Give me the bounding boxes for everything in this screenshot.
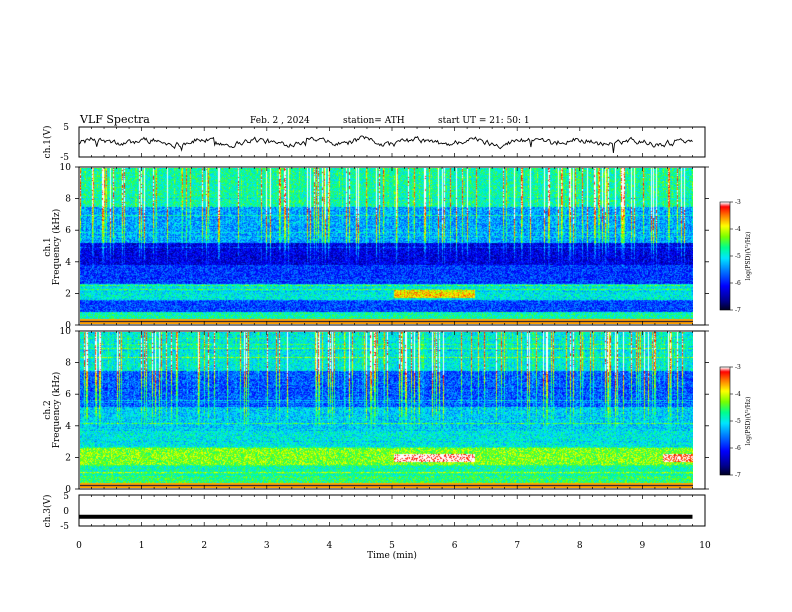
ch2-colorbar-tick-label: -5 xyxy=(735,418,741,425)
ch1-waveform-frame xyxy=(78,126,706,158)
ch1-spectrogram-ytick-label: 4 xyxy=(65,258,71,268)
ch3-waveform-frame xyxy=(78,494,706,527)
ch3-ytick-bottom: -5 xyxy=(60,522,69,532)
ch3-ytick-top: 5 xyxy=(63,492,69,502)
time-tick-label: 6 xyxy=(452,541,458,551)
ch2-spectrogram-ytick-label: 4 xyxy=(65,422,71,432)
date-label: Feb. 2 , 2024 xyxy=(250,116,310,126)
ch1-spectrogram-ytick-label: 10 xyxy=(60,163,72,173)
ch1-colorbar-tick-label: -7 xyxy=(735,307,741,314)
ch1-colorbar xyxy=(720,202,730,310)
ch1-colorbar-tick-label: -3 xyxy=(735,199,741,206)
ch2-colorbar-tick-label: -3 xyxy=(735,364,741,371)
time-tick-label: 10 xyxy=(699,541,711,551)
ch1-ylabel-frequency: Frequency (kHz) xyxy=(51,209,62,286)
time-axis-label: Time (min) xyxy=(367,550,417,561)
ch1-ytick-top: 5 xyxy=(63,123,69,133)
ch2-spectrogram-ytick-label: 8 xyxy=(65,359,71,369)
ch1-spectrogram-ytick-label: 2 xyxy=(65,289,71,299)
time-tick-label: 5 xyxy=(389,541,395,551)
time-tick-label: 0 xyxy=(76,541,82,551)
ch2-spectrogram-ytick-label: 2 xyxy=(65,453,71,463)
ch1-waveform-ylabel: ch.1(V) xyxy=(42,126,53,159)
ch1-spectrogram-ylabel: Frequency (kHz) xyxy=(51,209,62,286)
ch2-colorbar-tick-label: -7 xyxy=(735,472,741,479)
time-tick-label: 4 xyxy=(327,541,333,551)
ch3-ytick-mid: 0 xyxy=(63,507,69,517)
time-tick-label: 9 xyxy=(640,541,646,551)
time-tick-label: 8 xyxy=(577,541,583,551)
ch2-spectrogram-ytick-label: 10 xyxy=(60,327,72,337)
figure-title: VLF Spectra xyxy=(79,113,150,126)
ch1-spectrogram-ytick-label: 6 xyxy=(65,226,71,236)
ch2-colorbar-tick-label: -6 xyxy=(735,445,741,452)
ch2-ylabel-frequency: Frequency (kHz) xyxy=(51,372,62,449)
ch1-colorbar-label: log(PSD)(V²/Hz) xyxy=(745,232,752,281)
ch2-colorbar xyxy=(720,367,730,475)
ch1-ylabel-channel: ch.1 xyxy=(43,237,53,256)
time-tick-label: 3 xyxy=(264,541,270,551)
ch1-waveform-trace xyxy=(78,135,693,154)
time-axis-labels: 0 1 2 3 4 5 6 7 8 9 10 xyxy=(76,541,711,551)
ch1-ytick-bottom: -5 xyxy=(60,153,69,163)
ch2-spectrogram-ylabel-channel: ch.2 xyxy=(43,400,53,419)
ch1-colorbar-tick-label: -5 xyxy=(735,253,741,260)
ch2-spectrogram-ytick-label: 6 xyxy=(65,390,71,400)
ch1-spectrogram-heatmap xyxy=(80,168,693,324)
ch1-colorbar-tick-label: -6 xyxy=(735,280,741,287)
time-tick-label: 2 xyxy=(201,541,207,551)
ch1-colorbar-tick-label: -4 xyxy=(735,226,741,233)
ch2-colorbar-label: log(PSD)(V²/Hz) xyxy=(745,397,752,446)
ch1-spectrogram-ylabel-channel: ch.1 xyxy=(43,237,53,256)
ch1-spectrogram-ytick-label: 8 xyxy=(65,195,71,205)
ch2-spectrogram-ylabel: Frequency (kHz) xyxy=(51,372,62,449)
ch2-spectrogram-heatmap xyxy=(80,332,693,488)
ch2-ylabel-channel: ch.2 xyxy=(43,400,53,419)
ch2-colorbar-tick-label: -4 xyxy=(735,391,741,398)
start-time-label: start UT = 21: 50: 1 xyxy=(438,116,530,126)
time-axis-ticks xyxy=(78,127,706,526)
ch1-spectrogram-ytick-label: 0 xyxy=(65,321,71,331)
ch3-waveform-ylabel: ch.3(V) xyxy=(42,495,53,528)
ch2-spectrogram-ytick-label: 0 xyxy=(65,485,71,495)
time-tick-label: 7 xyxy=(514,541,520,551)
time-tick-label: 1 xyxy=(139,541,145,551)
station-label: station= ATH xyxy=(343,116,405,126)
